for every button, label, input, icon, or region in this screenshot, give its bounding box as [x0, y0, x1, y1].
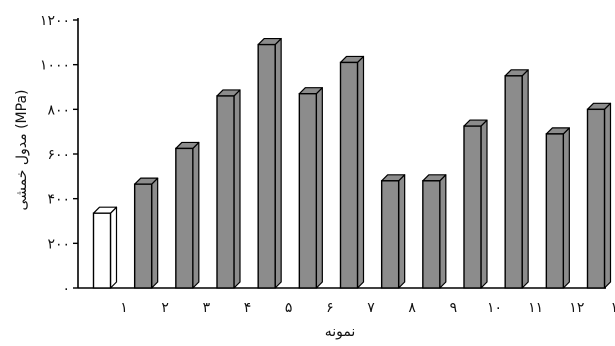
x-tick-label: ۷ [367, 300, 375, 316]
bar-side [192, 141, 200, 289]
x-tick-label: ۱ [120, 300, 128, 316]
bar-side [521, 69, 529, 289]
x-tick-label: ۳ [203, 300, 211, 316]
bar-side [480, 119, 488, 289]
bar [380, 180, 400, 289]
bar-side [109, 206, 118, 289]
bar [545, 133, 565, 289]
x-axis-label: نمونه [325, 324, 356, 340]
bar [463, 125, 482, 289]
x-tick-label: ۱۱ [528, 300, 543, 316]
x-tick-labels: ۱۲۳۴۵۶۷۸۹۱۰۱۱۱۲۱۳ [120, 300, 615, 316]
x-tick-label: ۵ [285, 300, 293, 316]
x-tick-label: ۱۲ [569, 300, 584, 316]
x-tick-label: ۱۰ [487, 300, 502, 316]
x-tick-label: ۱۳ [610, 300, 615, 316]
y-tick-label: ۰ [62, 281, 70, 297]
bar [257, 43, 276, 289]
bar [586, 108, 606, 289]
x-tick-label: ۴ [244, 300, 252, 316]
x-tick-label: ۲ [161, 300, 169, 316]
x-tick-label: ۸ [408, 300, 416, 316]
bar-side [356, 55, 365, 289]
y-axis-label: مدول خمشی (MPa) [14, 90, 30, 211]
bar [92, 212, 112, 289]
x-tick-label: ۹ [450, 300, 458, 316]
y-tick-label: ۱۲۰۰ [40, 13, 70, 29]
bar-side [274, 37, 282, 289]
bar [339, 61, 359, 289]
bar [422, 180, 441, 289]
bar-side [439, 174, 447, 289]
bar-side [233, 89, 241, 289]
bar-side [315, 87, 323, 289]
bar [216, 95, 235, 289]
y-tick-label: ۴۰۰ [47, 192, 70, 208]
bar [504, 75, 523, 289]
bar [298, 92, 318, 289]
y-tick-label: ۸۰۰ [47, 102, 70, 118]
bar-side [562, 127, 570, 289]
bar [133, 183, 153, 289]
y-tick-labels: ۰ ۲۰۰ ۴۰۰ ۶۰۰ ۸۰۰ ۱۰۰۰ ۱۲۰۰ [40, 13, 78, 297]
x-tick-label: ۶ [326, 300, 334, 316]
y-tick-label: ۲۰۰ [47, 236, 70, 252]
y-tick-label: ۶۰۰ [47, 147, 70, 163]
bar [175, 147, 194, 289]
bar-side [603, 102, 612, 289]
y-tick-label: ۱۰۰۰ [40, 58, 70, 74]
chart-bars [92, 37, 612, 289]
bar-side [398, 174, 406, 289]
bar-side [151, 177, 159, 289]
